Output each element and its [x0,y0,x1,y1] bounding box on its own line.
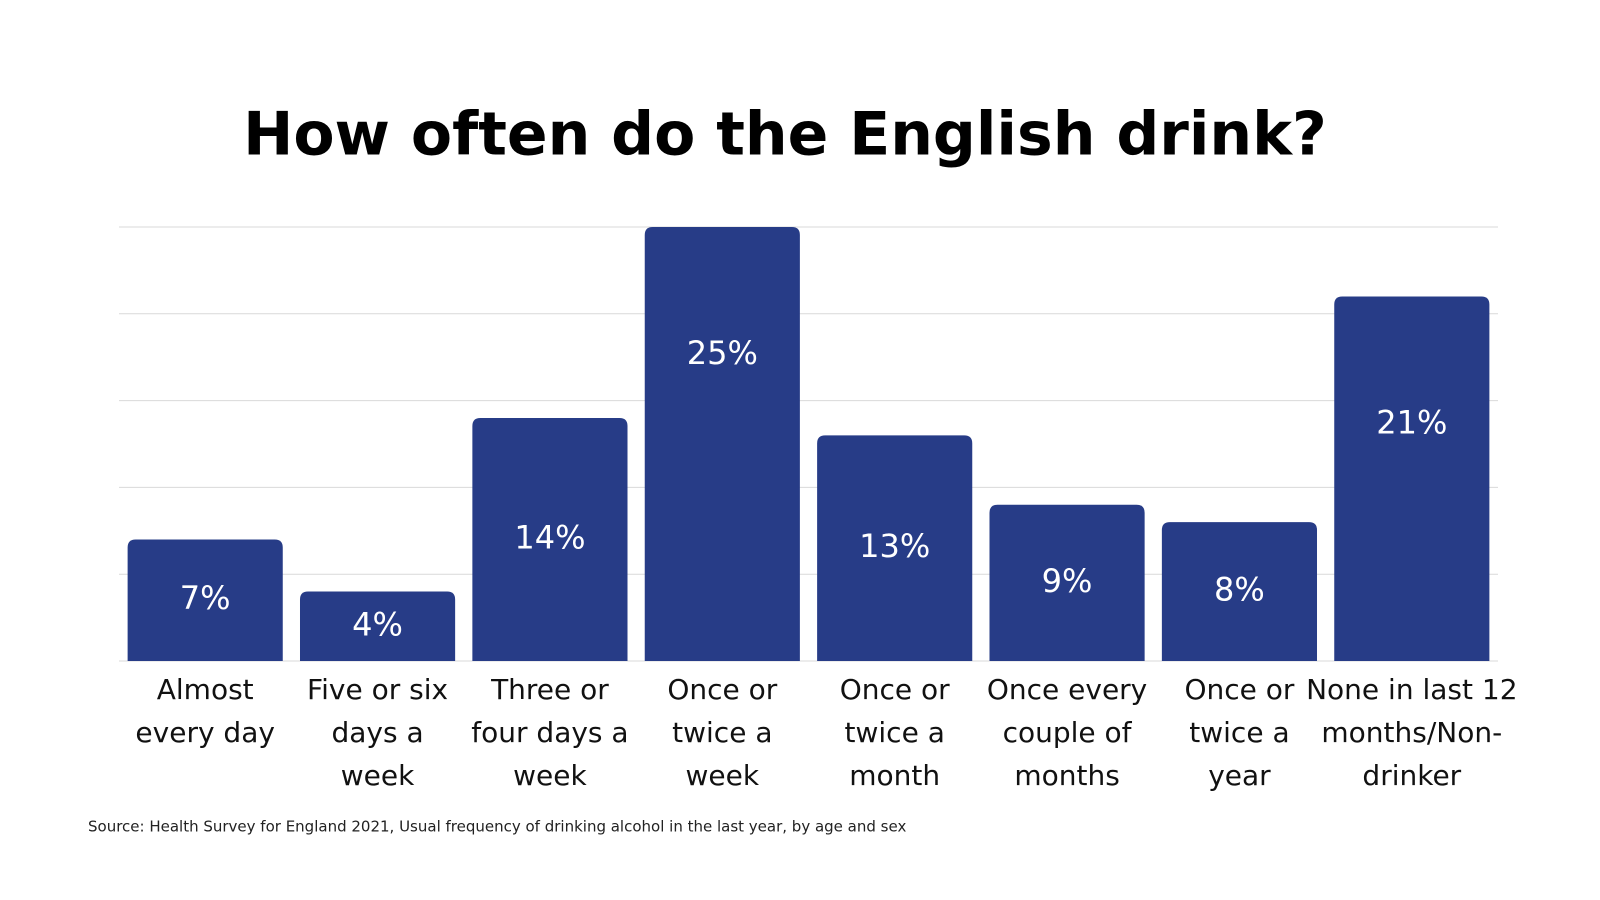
x-tick-label: Once or twice a week [667,673,778,792]
value-label: 8% [1214,571,1265,609]
x-tick-label: None in last 12 months/Non-drinker [1306,673,1518,792]
bar [472,417,628,661]
x-tick-label: Once every couple of months [986,673,1148,792]
source-note: Source: Health Survey for England 2021, … [88,818,906,836]
x-tick-label: Almost every day [135,673,275,749]
value-label: 25% [687,334,758,372]
x-tick-label: Five or six days a week [307,673,449,792]
value-label: 13% [859,527,930,565]
x-tick-label: Three or four days a week [471,673,629,792]
bar [299,591,456,661]
x-tick-label: Once or twice a year [1184,673,1295,792]
bar [817,435,973,661]
bar [989,504,1145,661]
value-label: 7% [180,579,231,617]
value-label: 9% [1042,562,1093,600]
bar [1161,522,1318,661]
chart-title: How often do the English drink? [243,100,1327,170]
value-label: 14% [514,518,585,556]
value-label: 21% [1376,403,1447,441]
bar [644,227,800,661]
value-label: 4% [352,605,403,643]
bar [127,539,283,661]
bar [1334,296,1490,661]
x-tick-label: Once or twice a month [839,673,950,792]
